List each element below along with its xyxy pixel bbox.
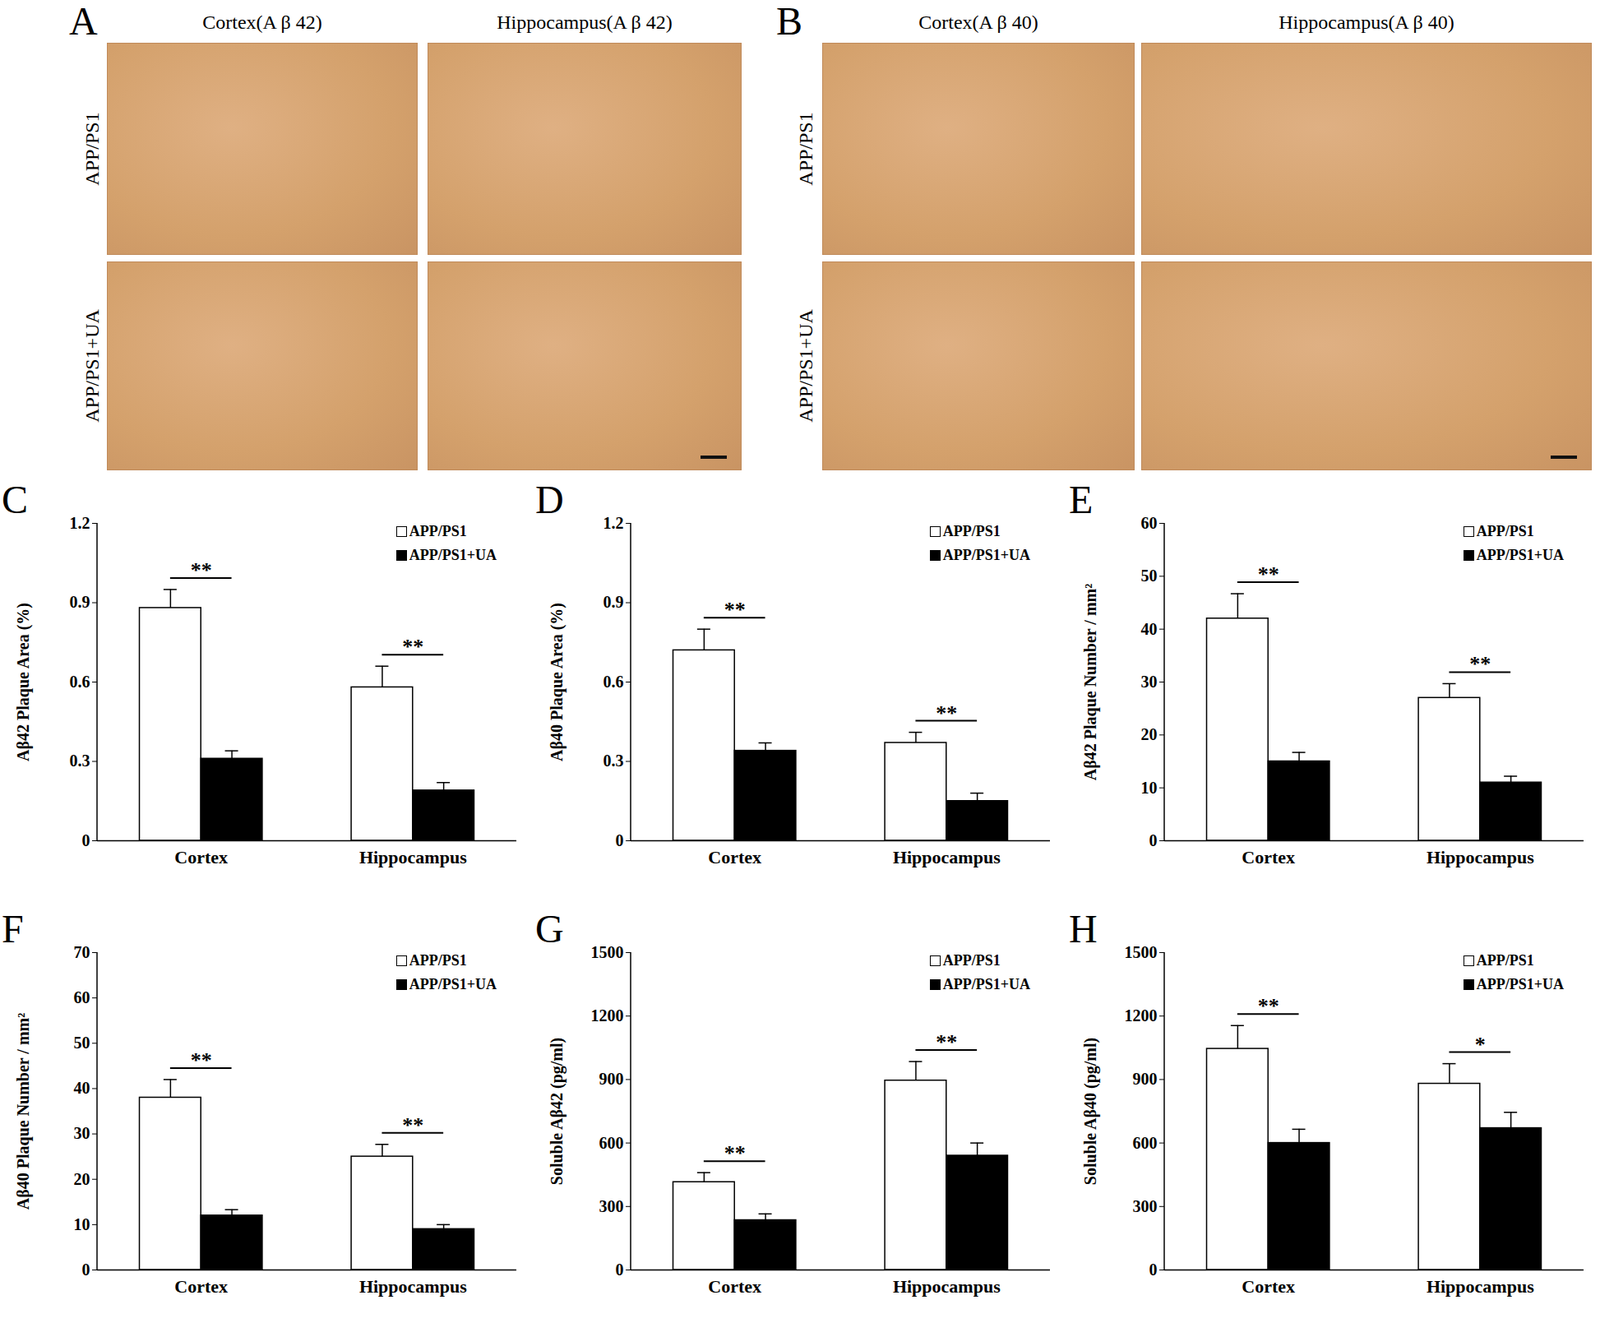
svg-text:20: 20 xyxy=(1141,725,1158,744)
svg-text:10: 10 xyxy=(73,1215,91,1234)
html-text:APP/PS1: APP/PS1 xyxy=(409,952,467,969)
svg-text:Soluble Aβ40 (pg/ml): Soluble Aβ40 (pg/ml) xyxy=(1081,1037,1101,1185)
svg-text:60: 60 xyxy=(1141,513,1158,532)
svg-text:0: 0 xyxy=(615,1260,625,1279)
html-text:E: E xyxy=(1068,477,1093,522)
html-text:APP/PS1+UA: APP/PS1+UA xyxy=(942,975,1031,993)
html-text:APP/PS1+UA: APP/PS1+UA xyxy=(409,975,497,993)
html-text:B: B xyxy=(776,0,803,43)
svg-text:70: 70 xyxy=(73,943,91,962)
svg-text:**: ** xyxy=(1257,562,1280,587)
svg-text:40: 40 xyxy=(73,1078,91,1097)
html-text:APP/PS1: APP/PS1 xyxy=(1476,522,1534,540)
html-text:APP/PS1+UA: APP/PS1+UA xyxy=(1476,546,1564,564)
html-text:APP/PS1: APP/PS1 xyxy=(80,112,103,186)
html-text:APP/PS1+UA: APP/PS1+UA xyxy=(942,546,1031,564)
svg-text:Cortex: Cortex xyxy=(707,846,762,868)
html-text:APP/PS1+UA: APP/PS1+UA xyxy=(409,546,497,564)
svg-text:0.3: 0.3 xyxy=(69,751,91,770)
svg-text:900: 900 xyxy=(599,1069,625,1088)
html-text:APP/PS1: APP/PS1 xyxy=(942,522,1001,540)
svg-text:Cortex: Cortex xyxy=(1241,846,1295,868)
html-text:APP/PS1: APP/PS1 xyxy=(1476,952,1534,969)
svg-text:10: 10 xyxy=(1141,778,1158,797)
svg-text:1200: 1200 xyxy=(591,1006,625,1025)
svg-text:1500: 1500 xyxy=(591,943,625,962)
svg-text:1.2: 1.2 xyxy=(69,513,91,532)
svg-text:20: 20 xyxy=(73,1169,91,1189)
html-text:APP/PS1+UA: APP/PS1+UA xyxy=(80,309,103,423)
svg-text:0.9: 0.9 xyxy=(69,592,91,611)
html-text:APP/PS1: APP/PS1 xyxy=(794,112,817,186)
svg-text:40: 40 xyxy=(1141,619,1158,639)
html-text:A: A xyxy=(69,0,98,43)
svg-text:60: 60 xyxy=(73,988,91,1007)
html-text:Cortex(A β 40): Cortex(A β 40) xyxy=(918,11,1039,33)
svg-text:1500: 1500 xyxy=(1124,943,1158,962)
svg-text:300: 300 xyxy=(599,1197,625,1216)
html-text:APP/PS1+UA: APP/PS1+UA xyxy=(794,309,817,423)
svg-text:Hippocampus: Hippocampus xyxy=(892,846,1001,868)
svg-text:0: 0 xyxy=(82,831,91,850)
html-text:D: D xyxy=(535,477,564,522)
svg-text:50: 50 xyxy=(1141,566,1158,585)
svg-text:Hippocampus: Hippocampus xyxy=(359,846,468,868)
svg-text:0.3: 0.3 xyxy=(603,751,625,770)
svg-text:50: 50 xyxy=(73,1033,91,1052)
svg-text:Cortex: Cortex xyxy=(174,1276,228,1297)
svg-text:**: ** xyxy=(935,701,958,726)
svg-text:0.6: 0.6 xyxy=(603,672,625,691)
svg-text:1.2: 1.2 xyxy=(603,513,625,532)
svg-text:0.6: 0.6 xyxy=(69,672,91,691)
html-text:F: F xyxy=(1,906,24,951)
html-text:Cortex(A β 42): Cortex(A β 42) xyxy=(202,11,323,33)
html-text:APP/PS1: APP/PS1 xyxy=(942,952,1001,969)
svg-text:0: 0 xyxy=(1149,1260,1158,1279)
svg-text:**: ** xyxy=(935,1030,958,1055)
svg-text:**: ** xyxy=(724,597,746,622)
svg-text:600: 600 xyxy=(1132,1133,1158,1152)
svg-text:Aβ40 Plaque Number / mm²: Aβ40 Plaque Number / mm² xyxy=(13,1012,33,1211)
svg-text:0: 0 xyxy=(1149,831,1158,850)
svg-text:Aβ42 Plaque Number / mm²: Aβ42 Plaque Number / mm² xyxy=(1081,583,1101,782)
svg-text:30: 30 xyxy=(73,1123,91,1143)
svg-text:**: ** xyxy=(724,1141,746,1166)
svg-text:**: ** xyxy=(402,1113,424,1138)
html-text:G: G xyxy=(535,906,564,951)
svg-text:**: ** xyxy=(190,1048,213,1073)
svg-text:Cortex: Cortex xyxy=(707,1276,762,1297)
html-text:Hippocampus(A β 42): Hippocampus(A β 42) xyxy=(496,11,673,33)
html-text:C: C xyxy=(1,477,28,522)
svg-text:*: * xyxy=(1475,1032,1486,1057)
svg-text:**: ** xyxy=(402,634,424,659)
svg-text:Aβ42 Plaque Area (%): Aβ42 Plaque Area (%) xyxy=(13,602,33,762)
svg-text:0: 0 xyxy=(82,1260,91,1279)
svg-text:300: 300 xyxy=(1132,1197,1158,1216)
svg-text:Soluble Aβ42 (pg/ml): Soluble Aβ42 (pg/ml) xyxy=(547,1037,567,1185)
html-text:H: H xyxy=(1068,906,1098,951)
svg-text:0.9: 0.9 xyxy=(603,592,625,611)
svg-text:Hippocampus: Hippocampus xyxy=(892,1276,1001,1297)
svg-text:**: ** xyxy=(1257,994,1280,1018)
svg-text:**: ** xyxy=(1469,652,1491,676)
svg-text:30: 30 xyxy=(1141,672,1158,691)
svg-text:Hippocampus: Hippocampus xyxy=(1426,1276,1535,1297)
svg-text:Cortex: Cortex xyxy=(1241,1276,1295,1297)
svg-text:Cortex: Cortex xyxy=(174,846,228,868)
svg-text:**: ** xyxy=(190,558,213,583)
html-text:APP/PS1: APP/PS1 xyxy=(409,522,467,540)
html-text:APP/PS1+UA: APP/PS1+UA xyxy=(1476,975,1564,993)
svg-text:0: 0 xyxy=(615,831,625,850)
svg-text:Aβ40 Plaque Area (%): Aβ40 Plaque Area (%) xyxy=(547,602,567,762)
svg-text:900: 900 xyxy=(1132,1069,1158,1088)
html-text:Hippocampus(A β 40): Hippocampus(A β 40) xyxy=(1278,11,1455,33)
svg-text:Hippocampus: Hippocampus xyxy=(1426,846,1535,868)
svg-text:1200: 1200 xyxy=(1124,1006,1158,1025)
svg-text:600: 600 xyxy=(599,1133,625,1152)
svg-text:Hippocampus: Hippocampus xyxy=(359,1276,468,1297)
